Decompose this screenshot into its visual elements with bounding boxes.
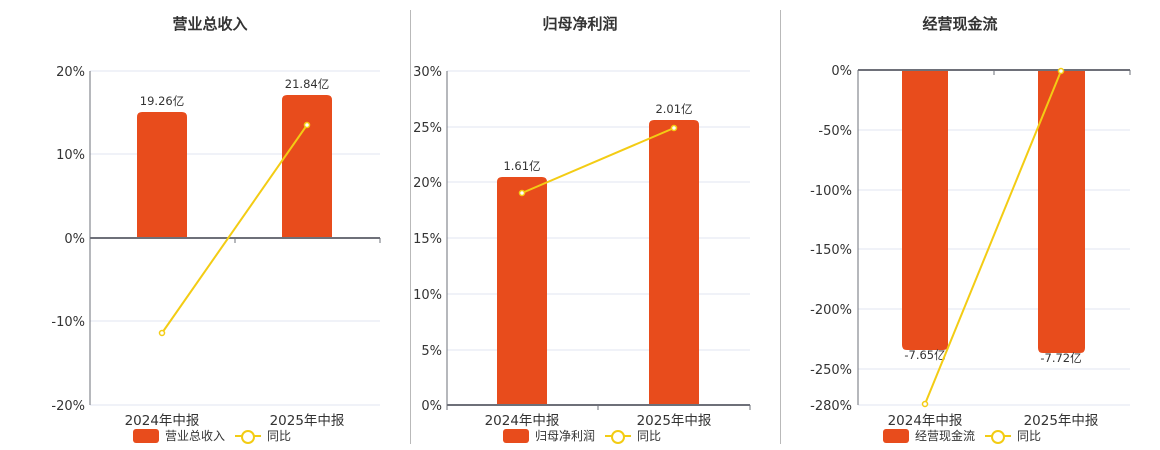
legend-bar-label[interactable]: 经营现金流	[915, 429, 976, 443]
bar-value-label: 2.01亿	[655, 102, 692, 116]
y-tick: -100%	[810, 184, 852, 199]
y-tick: -200%	[810, 303, 852, 318]
panel-divider	[780, 10, 781, 444]
net-profit-chart: 30% 25% 20% 15% 10% 5% 0% 1.61亿 2.01亿 20…	[413, 65, 751, 429]
y-tick: 25%	[413, 121, 442, 136]
panel-divider	[410, 10, 411, 444]
legend-bar-label[interactable]: 营业总收入	[165, 429, 226, 443]
yoy-line	[521, 127, 675, 194]
legend-line-label[interactable]: 同比	[637, 429, 662, 443]
bar-2025[interactable]	[282, 95, 332, 238]
yoy-point[interactable]	[921, 400, 929, 408]
y-tick: -250%	[810, 363, 852, 378]
legend-line-label[interactable]: 同比	[1017, 429, 1042, 443]
y-tick: -20%	[51, 399, 85, 414]
legend-bar-swatch[interactable]	[133, 428, 159, 443]
chart-title: 营业总收入	[172, 15, 248, 33]
chart-title: 经营现金流	[922, 15, 998, 33]
revenue-chart: 20% 10% 0% -10% -20% 19.26亿 21.84亿 2024年…	[51, 65, 381, 429]
bar-value-label: -7.65亿	[904, 348, 945, 362]
x-category-label: 2024年中报	[125, 413, 200, 429]
legend-line-icon[interactable]	[985, 429, 1012, 444]
y-tick: 10%	[56, 148, 85, 163]
yoy-point[interactable]	[670, 124, 678, 132]
yoy-point[interactable]	[158, 329, 166, 337]
y-tick: -10%	[51, 315, 85, 330]
bar-2024[interactable]	[137, 112, 187, 238]
y-tick: 15%	[413, 232, 442, 247]
y-tick: 20%	[56, 65, 85, 80]
yoy-line	[924, 70, 1062, 405]
chart-panel-revenue: 营业总收入 20% 10% 0% -10% -20% 19.26亿 21.84亿…	[0, 0, 400, 450]
yoy-point[interactable]	[518, 189, 526, 197]
legend-bar-swatch[interactable]	[883, 428, 909, 443]
y-tick: 0%	[64, 232, 85, 247]
y-tick: 20%	[413, 176, 442, 191]
chart-panel-net-profit: 归母净利润 30% 25% 20% 15% 10% 5% 0% 1.61亿 2.…	[413, 15, 751, 444]
legend-line-label[interactable]: 同比	[267, 429, 292, 443]
legend-line-icon[interactable]	[605, 429, 632, 444]
y-tick: 10%	[413, 288, 442, 303]
legend: 经营现金流 同比	[883, 427, 1041, 444]
legend: 归母净利润 同比	[503, 427, 661, 444]
y-tick: 0%	[831, 64, 852, 79]
legend-line-icon[interactable]	[235, 429, 262, 444]
x-category-label: 2024年中报	[485, 413, 560, 429]
bar-2025[interactable]	[649, 120, 699, 405]
y-tick: -50%	[818, 124, 852, 139]
bar-value-label: 1.61亿	[503, 159, 540, 173]
grid-lines	[90, 70, 380, 406]
bar-2025[interactable]	[1038, 70, 1085, 353]
bar-2024[interactable]	[902, 70, 948, 350]
legend: 营业总收入 同比	[133, 427, 291, 444]
legend-bar-label[interactable]: 归母净利润	[535, 429, 596, 443]
yoy-line	[161, 124, 308, 334]
y-tick: -280%	[810, 399, 852, 414]
grid-lines	[858, 129, 1130, 406]
bar-value-label: 21.84亿	[285, 77, 329, 91]
x-category-label: 2024年中报	[888, 413, 963, 429]
x-category-label: 2025年中报	[270, 413, 345, 429]
bar-value-label: 19.26亿	[140, 94, 184, 108]
legend-bar-swatch[interactable]	[503, 428, 529, 443]
y-tick: -150%	[810, 243, 852, 258]
x-category-label: 2025年中报	[1024, 413, 1099, 429]
bar-2024[interactable]	[497, 177, 547, 405]
x-category-label: 2025年中报	[637, 413, 712, 429]
yoy-point[interactable]	[1057, 67, 1065, 75]
chart-title: 归母净利润	[542, 15, 618, 33]
y-tick: 0%	[421, 399, 442, 414]
bar-value-label: -7.72亿	[1040, 351, 1081, 365]
y-tick: 30%	[413, 65, 442, 80]
yoy-point[interactable]	[303, 121, 311, 129]
y-tick: 5%	[421, 344, 442, 359]
